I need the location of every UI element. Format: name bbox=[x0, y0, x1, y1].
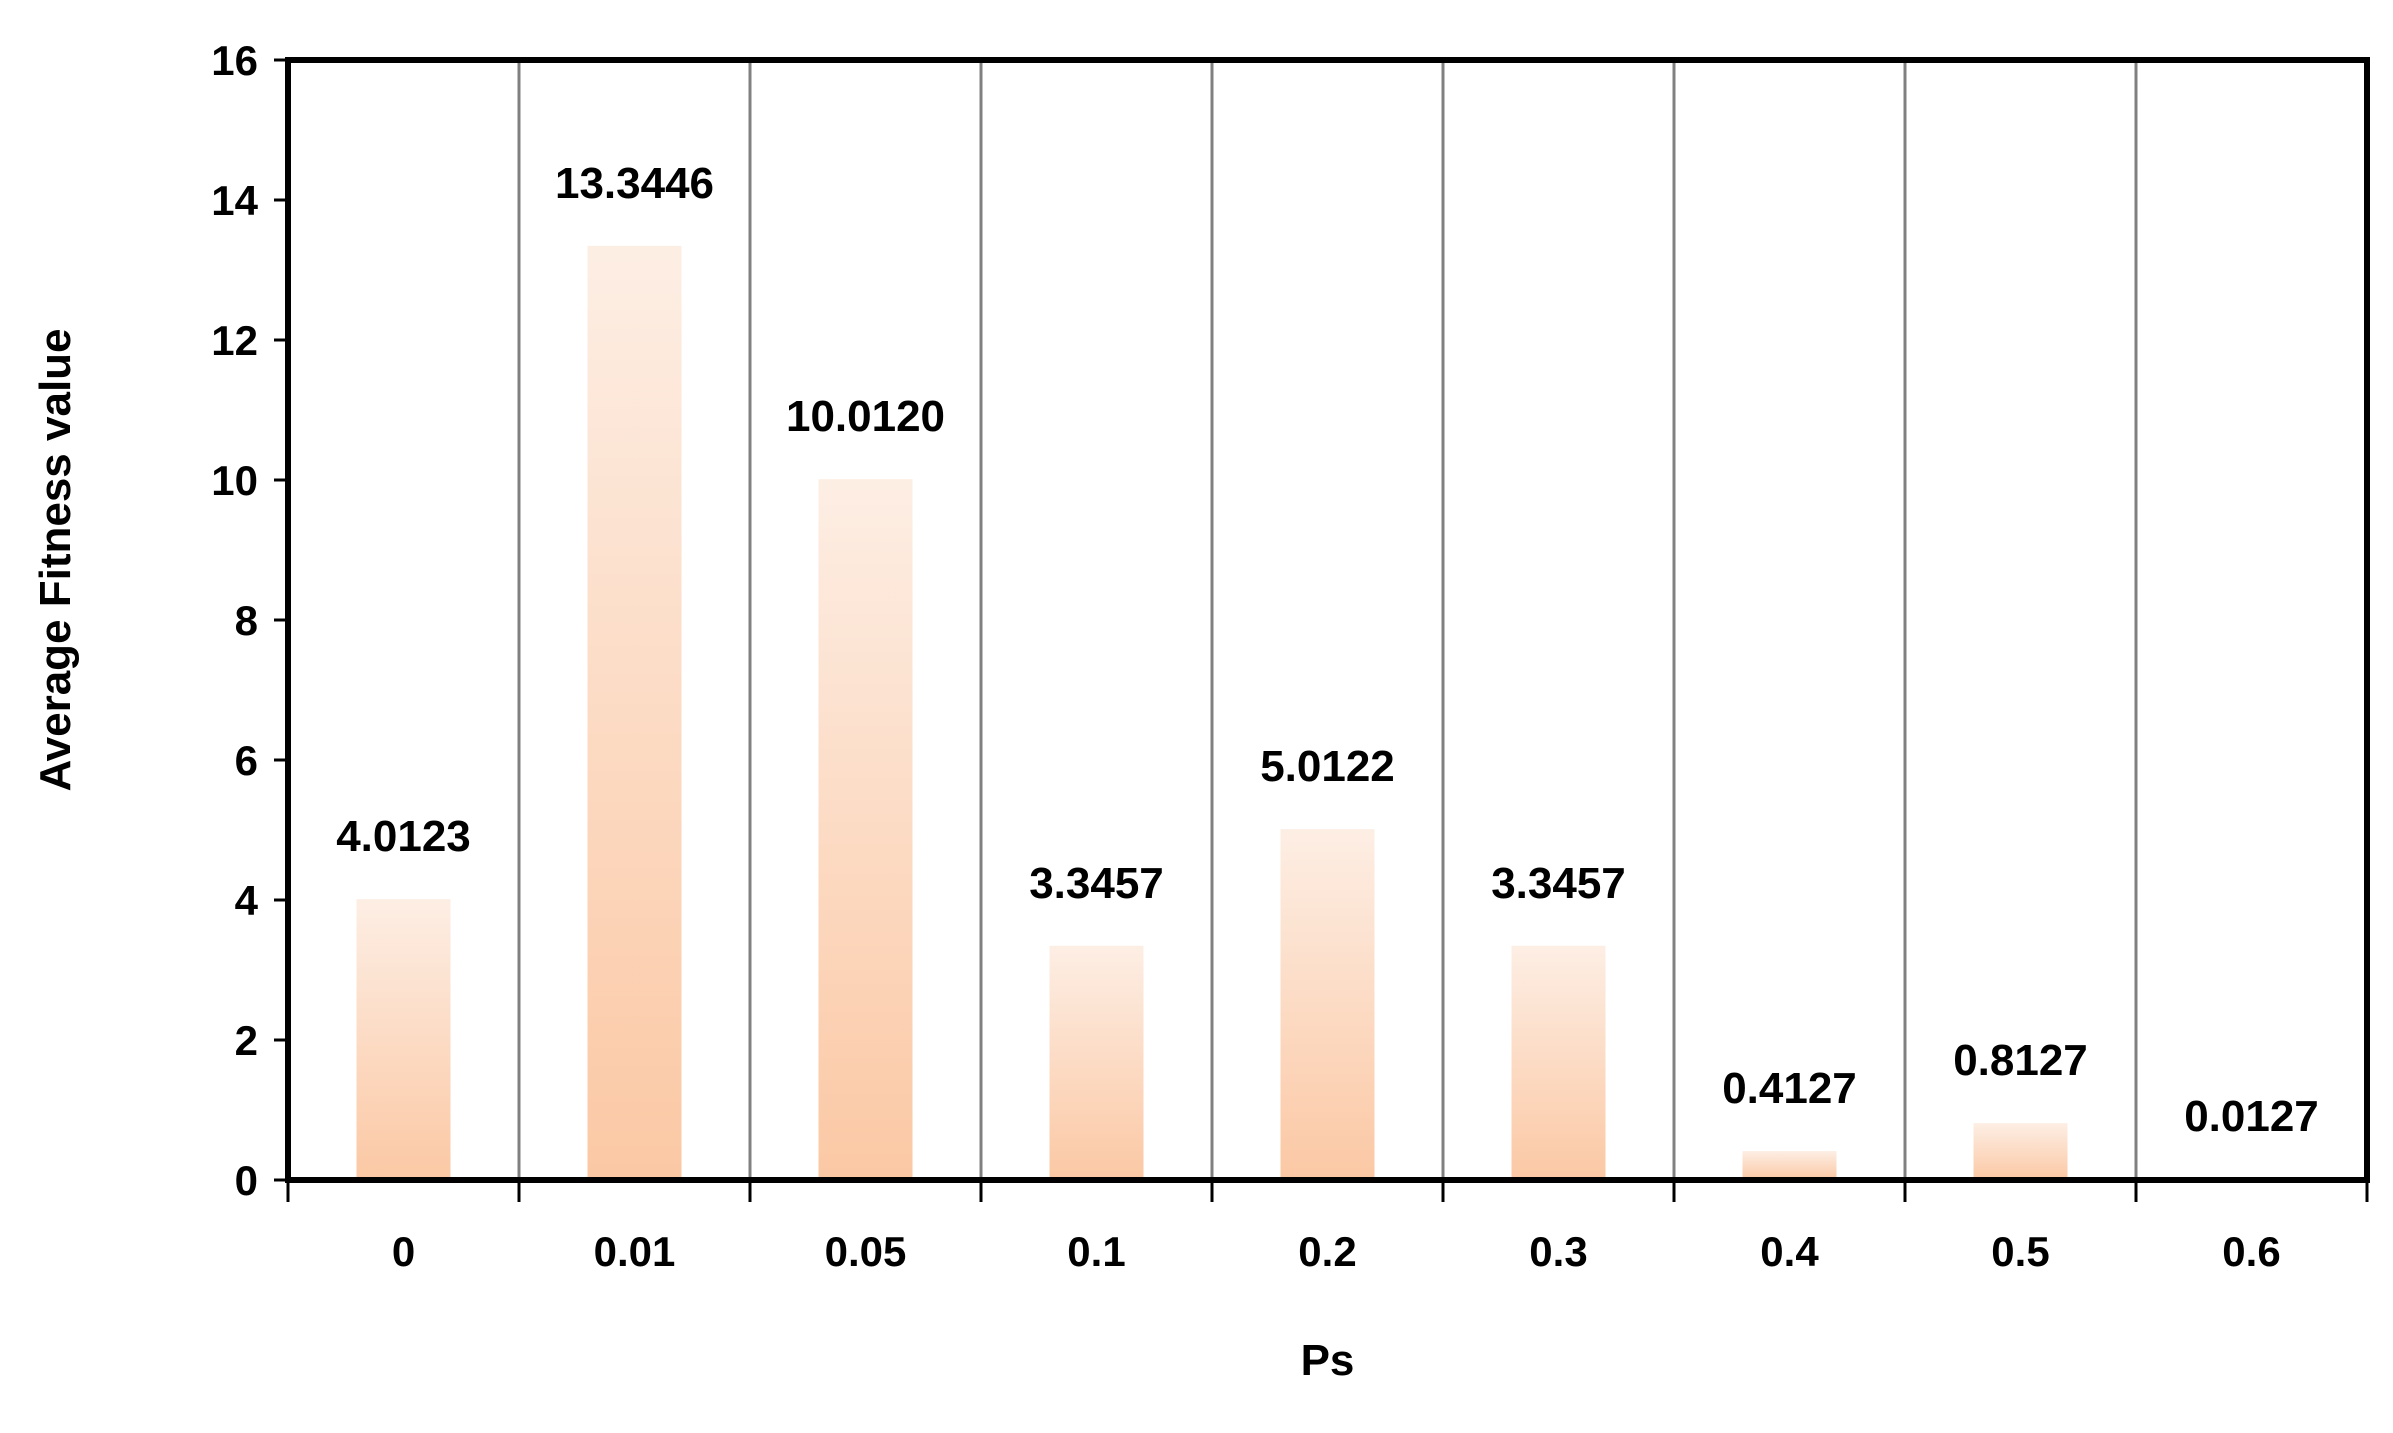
y-tick-label: 6 bbox=[235, 737, 258, 784]
y-tick-label: 10 bbox=[211, 457, 258, 504]
bar bbox=[1049, 945, 1144, 1180]
data-label: 4.0123 bbox=[336, 812, 471, 861]
bar bbox=[818, 479, 913, 1180]
vertical-gridlines bbox=[517, 60, 2138, 1180]
value-labels: 4.0123 13.3446 10.0120 3.3457 5.0122 3.3457 0.… bbox=[336, 159, 2319, 1141]
data-label: 10.0120 bbox=[786, 392, 945, 441]
data-label: 0.4127 bbox=[1722, 1064, 1857, 1113]
y-tick-label: 4 bbox=[235, 877, 259, 924]
bar bbox=[1973, 1123, 2068, 1180]
data-label: 0.8127 bbox=[1953, 1036, 2088, 1085]
x-tick-label: 0.3 bbox=[1529, 1228, 1587, 1275]
bar bbox=[1742, 1151, 1837, 1180]
y-tick-label: 8 bbox=[235, 597, 258, 644]
data-label: 3.3457 bbox=[1029, 859, 1164, 908]
x-tick-label: 0.4 bbox=[1760, 1228, 1819, 1275]
data-label: 13.3446 bbox=[555, 159, 714, 208]
y-tick-label: 16 bbox=[211, 37, 258, 84]
x-tick-label: 0.1 bbox=[1067, 1228, 1125, 1275]
y-tick-label: 14 bbox=[211, 177, 258, 224]
x-tick-label: 0.05 bbox=[825, 1228, 907, 1275]
data-label: 3.3457 bbox=[1491, 859, 1626, 908]
y-tick-label: 0 bbox=[235, 1157, 258, 1204]
x-tick-label: 0.01 bbox=[594, 1228, 676, 1275]
bar bbox=[1511, 945, 1606, 1180]
x-tick-label: 0.2 bbox=[1298, 1228, 1356, 1275]
bars bbox=[356, 245, 2299, 1181]
bar bbox=[587, 245, 682, 1181]
axes: 0 2 4 6 8 10 12 14 16 0 0.01 0.05 0.1 0.2 0.3 0.4 0.5 0.6 bbox=[211, 37, 2369, 1275]
bar bbox=[1280, 829, 1375, 1180]
data-label: 5.0122 bbox=[1260, 742, 1395, 791]
y-tick-label: 2 bbox=[235, 1017, 258, 1064]
x-tick-label: 0 bbox=[392, 1228, 415, 1275]
x-tick-label: 0.6 bbox=[2222, 1228, 2280, 1275]
x-tick-label: 0.5 bbox=[1991, 1228, 2049, 1275]
y-tick-label: 12 bbox=[211, 317, 258, 364]
y-axis-title: Average Fitness value bbox=[31, 328, 80, 791]
x-axis-title: Ps bbox=[1301, 1336, 1355, 1385]
data-label: 0.0127 bbox=[2184, 1092, 2319, 1141]
bar bbox=[356, 899, 451, 1180]
